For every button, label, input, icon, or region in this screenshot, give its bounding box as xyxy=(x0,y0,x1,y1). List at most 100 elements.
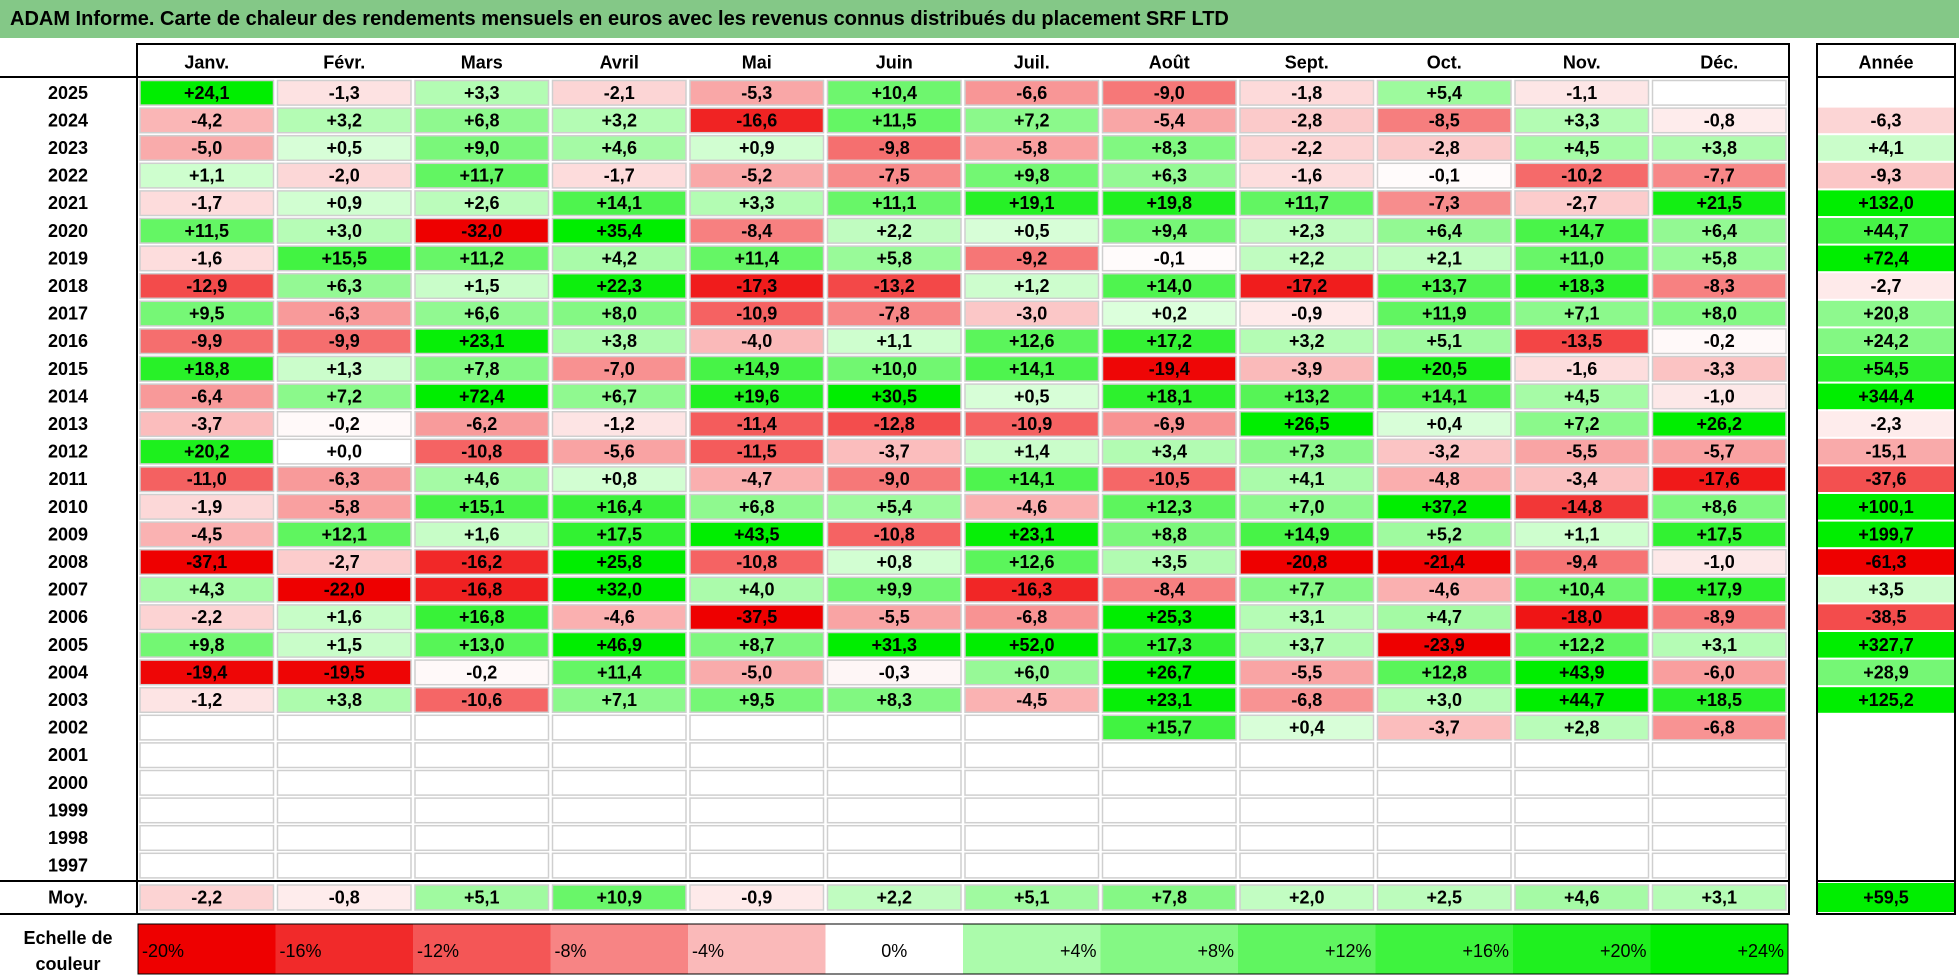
annual-cell xyxy=(1818,494,1954,520)
cell-value: -17,3 xyxy=(736,276,777,296)
cell-value: -4,0 xyxy=(741,331,772,351)
cell-value: +26,7 xyxy=(1146,662,1192,682)
cell-value: -6,8 xyxy=(1704,718,1735,738)
heatmap-cell xyxy=(414,548,550,576)
heatmap-cell xyxy=(1376,466,1512,493)
heatmap-cell xyxy=(826,300,962,327)
cell-value: +4,7 xyxy=(1426,607,1462,627)
heatmap-cell xyxy=(551,631,687,658)
cell-value: -3,7 xyxy=(1429,718,1460,738)
heatmap-cell xyxy=(964,79,1100,106)
cell-value: -7,0 xyxy=(604,359,635,379)
cell-value: +13,0 xyxy=(459,635,505,655)
heatmap-cell xyxy=(964,190,1100,217)
scale-swatch xyxy=(275,924,413,974)
year-label: 2021 xyxy=(48,193,88,213)
cell-value: +8,3 xyxy=(1151,138,1187,158)
cell-value: -1,2 xyxy=(604,414,635,434)
cell-value: +32,0 xyxy=(596,580,642,600)
cell-value: -9,9 xyxy=(329,331,360,351)
heatmap-cell xyxy=(964,328,1100,355)
heatmap-cell xyxy=(414,852,550,879)
heatmap-cell xyxy=(1514,852,1650,879)
heatmap-cell xyxy=(551,272,687,300)
scale-swatch xyxy=(1650,924,1788,974)
heatmap-cell xyxy=(1376,824,1512,852)
cell-value: +3,8 xyxy=(601,331,637,351)
cell-value: +12,8 xyxy=(1421,662,1467,682)
heatmap-cell xyxy=(551,410,687,438)
heatmap-cell xyxy=(1239,797,1375,824)
heatmap-cell xyxy=(826,521,962,548)
heatmap-cell xyxy=(1651,714,1787,741)
heatmap-cell xyxy=(826,162,962,189)
heatmap-cell xyxy=(1376,272,1512,300)
cell-value: +3,1 xyxy=(1701,635,1737,655)
annual-average-cell xyxy=(1818,883,1954,912)
cell-value: +8,7 xyxy=(739,635,775,655)
average-value: +2,5 xyxy=(1426,888,1462,908)
cell-value: +18,8 xyxy=(184,359,230,379)
heatmap-cell xyxy=(414,604,550,631)
heatmap-cell xyxy=(826,355,962,382)
heatmap-cell xyxy=(1239,410,1375,438)
heatmap-cell xyxy=(1651,659,1787,686)
cell-value: -1,0 xyxy=(1704,552,1735,572)
cell-value: -9,0 xyxy=(879,469,910,489)
cell-value: -9,9 xyxy=(191,331,222,351)
cell-value: +0,5 xyxy=(1014,386,1050,406)
cell-value: -5,7 xyxy=(1704,442,1735,462)
heatmap-cell xyxy=(1514,493,1650,520)
heatmap-cell xyxy=(139,769,275,796)
heatmap-cell xyxy=(1651,493,1787,520)
cell-value: +15,5 xyxy=(321,248,367,268)
heatmap-cell xyxy=(689,493,825,520)
cell-value: -16,3 xyxy=(1011,580,1052,600)
scale-swatch xyxy=(1238,924,1376,974)
year-label: 1998 xyxy=(48,828,88,848)
average-cell xyxy=(1514,884,1650,911)
annual-value: +199,7 xyxy=(1858,524,1914,544)
annual-cell xyxy=(1818,438,1954,465)
heatmap-cell xyxy=(414,576,550,603)
average-value: +3,1 xyxy=(1701,888,1737,908)
heatmap-cell xyxy=(414,493,550,520)
cell-value: +3,8 xyxy=(326,690,362,710)
heatmap-cell xyxy=(1651,604,1787,631)
year-label: 2011 xyxy=(48,469,87,489)
cell-value: +3,3 xyxy=(1564,110,1600,130)
cell-value: -11,0 xyxy=(187,469,227,489)
cell-value: -0,3 xyxy=(879,662,910,682)
scale-value: -4% xyxy=(692,941,724,961)
heatmap-cell xyxy=(1101,576,1237,603)
cell-value: -2,2 xyxy=(1291,138,1322,158)
heatmap-cell xyxy=(964,410,1100,438)
annual-cell xyxy=(1818,300,1954,327)
annual-value: +72,4 xyxy=(1863,248,1909,268)
heatmap-cell xyxy=(139,797,275,824)
heatmap-cell xyxy=(689,714,825,741)
cell-value: +12,6 xyxy=(1009,331,1055,351)
cell-value: -2,7 xyxy=(1566,193,1597,213)
heatmap-cell xyxy=(1514,714,1650,741)
annual-value: +132,0 xyxy=(1858,193,1914,213)
cell-value: -19,5 xyxy=(324,662,365,682)
annual-cell xyxy=(1818,770,1954,796)
heatmap-cell xyxy=(551,300,687,327)
cell-value: +1,1 xyxy=(189,166,225,186)
cell-value: -10,8 xyxy=(736,552,777,572)
year-label: 2022 xyxy=(48,166,88,186)
heatmap-cell xyxy=(1514,107,1650,134)
cell-value: -2,7 xyxy=(329,552,360,572)
cell-value: +11,4 xyxy=(597,662,642,682)
month-header: Déc. xyxy=(1700,53,1738,73)
cell-value: -4,6 xyxy=(1016,497,1047,517)
heatmap-cell xyxy=(964,134,1100,162)
cell-value: +9,4 xyxy=(1151,221,1187,241)
cell-value: -2,8 xyxy=(1429,138,1460,158)
heatmap-cell xyxy=(551,328,687,355)
scale-swatch xyxy=(688,924,826,974)
heatmap-cell xyxy=(139,245,275,272)
heatmap-cell xyxy=(689,328,825,355)
